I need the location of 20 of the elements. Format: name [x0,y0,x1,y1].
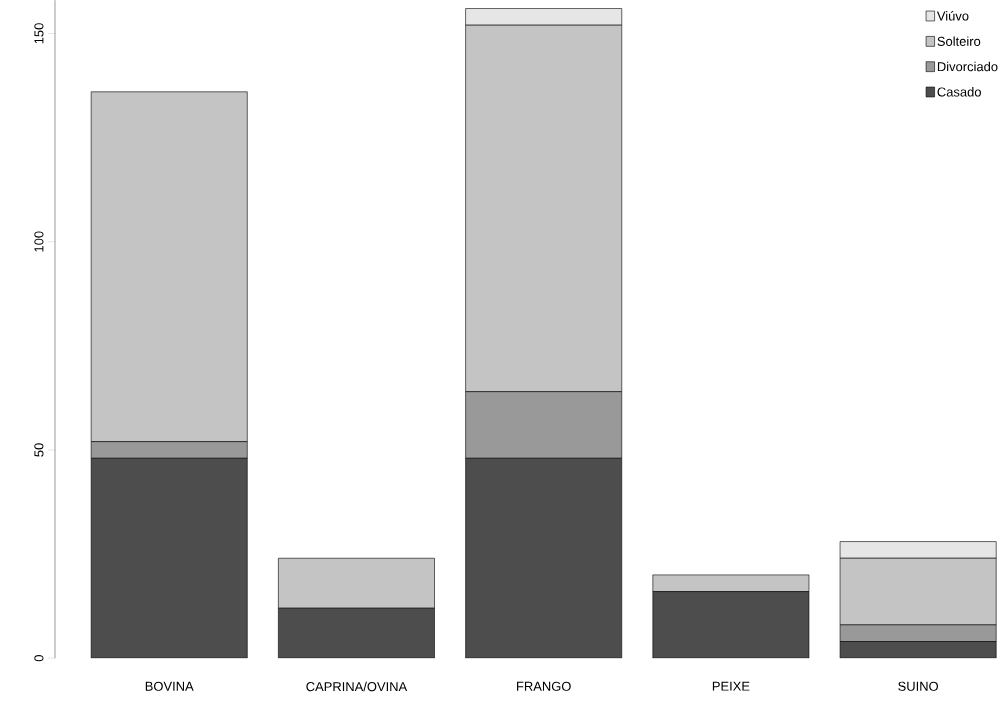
legend-label: Casado [937,86,981,97]
bar [278,608,435,659]
x-tick-label: CAPRINA/OVINA [306,681,408,692]
x-tick-label: FRANGO [517,681,571,691]
bar [652,574,810,592]
x-tick-label: PEIXE [712,681,750,691]
y-tick-label: 0 [34,654,44,662]
legend-label: Solteiro [937,36,981,46]
bar [278,557,435,609]
y-tick-label: 100 [34,231,44,252]
x-tick-label: SUINO [898,681,939,691]
x-tick-label: BOVINA [145,681,194,691]
y-tick-label: 150 [34,23,44,44]
legend-label: Viúvo [936,10,969,21]
legend-label: Divorciado [937,61,998,72]
bar [465,458,622,659]
y-tick-label: 50 [34,443,44,457]
bar [652,591,809,659]
bar [839,641,997,659]
bar [91,458,248,659]
